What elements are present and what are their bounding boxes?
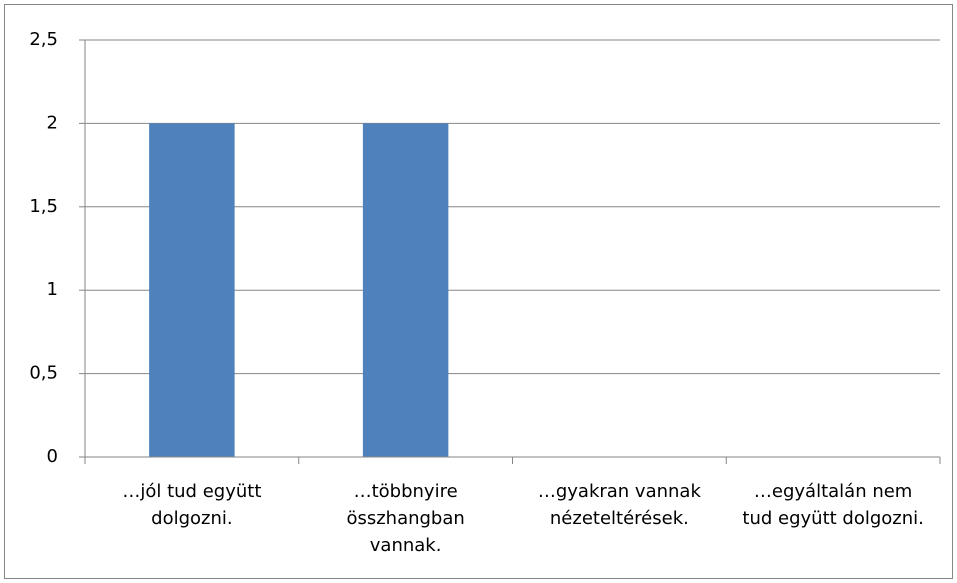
x-tick-label: …gyakran vannak nézeteltérések. [537, 481, 701, 529]
x-tick-label: …jól tud együtt dolgozni. [122, 481, 262, 529]
y-tick-label: 0 [47, 446, 58, 467]
bar [149, 123, 235, 458]
x-tick-label: …egyáltalán nem tud együtt dolgozni. [742, 481, 924, 529]
x-tick-label: …többnyire összhangban vannak. [346, 481, 465, 556]
chart-border [4, 4, 953, 579]
y-tick-label: 1 [47, 279, 58, 300]
y-tick-label: 1,5 [29, 196, 58, 217]
y-tick-label: 2,5 [29, 29, 58, 50]
bar [362, 123, 449, 458]
y-tick-label: 0,5 [29, 363, 58, 384]
y-tick-label: 2 [47, 112, 58, 133]
